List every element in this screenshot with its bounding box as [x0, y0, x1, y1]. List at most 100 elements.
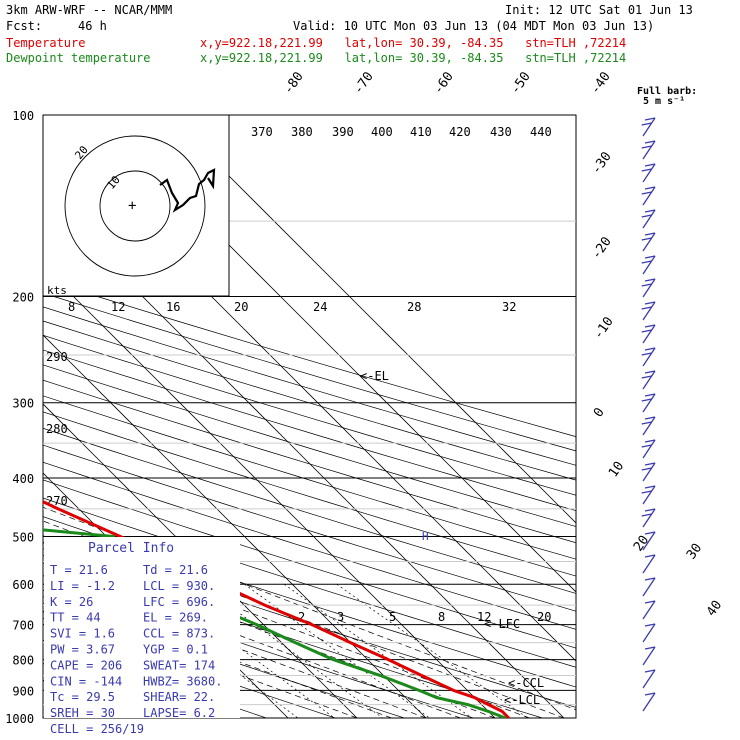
- mixing-ratio-top-label: 32: [502, 300, 516, 314]
- pressure-label: 600: [12, 578, 34, 592]
- wind-barb-flag: [644, 669, 656, 673]
- wind-barb-flag: [641, 260, 652, 264]
- wind-barb-staff: [642, 209, 656, 229]
- wind-barb-flag: [641, 513, 652, 517]
- parcel-info-panel: Parcel Info T = 21.6 Td = 21.6 LI = -1.2 LCL…: [44, 537, 240, 736]
- parcel-info-right-value: LFC = 696.: [143, 595, 215, 609]
- theta-label: 390: [332, 125, 354, 139]
- temperature-axis-label: -70: [351, 69, 377, 97]
- pressure-label: 200: [12, 291, 34, 305]
- wind-barb-flag: [644, 416, 656, 420]
- parcel-info-left-value: Tc = 29.5: [50, 690, 115, 704]
- wind-barb-staff: [642, 393, 656, 413]
- wind-barb-staff: [642, 600, 656, 620]
- parcel-info-right-value: EL = 269.: [143, 611, 208, 625]
- parcel-info-left-value: LI = -1.2: [50, 579, 115, 593]
- temperature-axis-label: -80: [281, 69, 307, 97]
- level-annotation: <-CCL: [508, 676, 544, 690]
- wind-barb-staff: [642, 255, 656, 275]
- hodograph-trace: [159, 168, 216, 213]
- temperature-axis-label: 10: [606, 459, 627, 480]
- wind-barb-flag: [644, 370, 656, 374]
- temperature-location: x,y=922.18,221.99 lat,lon= 30.39, -84.35…: [200, 36, 627, 50]
- wind-barb-staff: [642, 347, 656, 367]
- isotherm-line: [0, 115, 12, 718]
- mixing-ratio-top-label: 28: [407, 300, 421, 314]
- temperature-axis-label: 40: [704, 598, 725, 619]
- wind-barb-flag: [644, 554, 656, 558]
- parcel-info-right-value: CCL = 873.: [143, 627, 215, 641]
- parcel-info-right-value: Td = 21.6: [143, 563, 208, 577]
- theta-label: 420: [449, 125, 471, 139]
- temperature-label: Temperature: [6, 36, 86, 50]
- temperature-axis-label: -60: [431, 69, 457, 97]
- parcel-info-right-value: LCL = 930.: [143, 579, 215, 593]
- wind-barb-flag: [644, 255, 656, 259]
- wind-barb-staff: [642, 669, 656, 689]
- parcel-info-left-value: CAPE = 206: [50, 658, 122, 672]
- parcel-info-left-value: SVI = 1.6: [50, 627, 115, 641]
- pressure-label: 100: [12, 109, 34, 123]
- parcel-info-bg: [44, 537, 240, 718]
- model-title: 3km ARW-WRF -- NCAR/MMM: [6, 3, 173, 17]
- dewpoint-label: Dewpoint temperature: [6, 51, 151, 65]
- theta-label: 430: [490, 125, 512, 139]
- pressure-label: 1000: [5, 712, 34, 726]
- pressure-label: 800: [12, 654, 34, 668]
- wind-barb-flag: [641, 444, 652, 448]
- wind-barb-flag: [644, 485, 656, 489]
- dewpoint-profile-line: [43, 528, 506, 718]
- wind-barb-flag: [644, 209, 656, 213]
- wind-barb-flag: [644, 623, 656, 627]
- mixing-ratio-label: 5: [389, 610, 396, 624]
- temperature-axis-label: 0: [591, 405, 608, 420]
- level-annotation: <-LFC: [484, 617, 520, 631]
- wind-barb-flag: [644, 278, 656, 282]
- moist-adiabat-line: [43, 506, 576, 711]
- hodograph-center-marker: +: [128, 198, 136, 214]
- mixing-ratio-label: 2: [298, 610, 305, 624]
- level-annotation: <-LCL: [504, 693, 540, 707]
- mixing-ratio-label: 12: [477, 610, 491, 624]
- dewpoint-location: x,y=922.18,221.99 lat,lon= 30.39, -84.35…: [200, 51, 627, 65]
- wind-barb-flag: [641, 352, 652, 356]
- theta-label: 380: [291, 125, 313, 139]
- wind-barb-flag: [641, 145, 652, 149]
- wind-barb-flag: [641, 191, 652, 195]
- wind-barb-staff: [642, 370, 656, 390]
- wind-barb-staff: [642, 692, 656, 712]
- wind-barb-flag: [641, 398, 652, 402]
- wind-barb-flag: [644, 140, 656, 144]
- parcel-info-left-value: CIN = -144: [50, 674, 122, 688]
- wind-barb-staff: [642, 439, 656, 459]
- mixing-ratio-label: 8: [438, 610, 445, 624]
- wind-barb-flag: [641, 375, 652, 379]
- wind-barb-flag: [641, 237, 652, 241]
- mixing-ratio-label: 3: [337, 610, 344, 624]
- pressure-label: 700: [12, 619, 34, 633]
- wind-barb-flag: [641, 421, 652, 425]
- wind-barb-staff: [642, 531, 656, 551]
- wind-barb-staff: [642, 462, 656, 482]
- wind-barb-flag: [644, 600, 656, 604]
- wind-barb-flag: [644, 301, 656, 305]
- parcel-info-right-value: SHEAR= 22.: [143, 690, 215, 704]
- wind-barb-staff: [642, 324, 656, 344]
- mixing-ratio-top-label: 20: [234, 300, 248, 314]
- wind-barb-staff: [642, 416, 656, 436]
- wind-barb-flag: [644, 508, 656, 512]
- temperature-axis-label: -50: [508, 69, 534, 97]
- wind-barb-staff: [642, 186, 656, 206]
- wind-barb-flag: [644, 393, 656, 397]
- theta-label: 440: [530, 125, 552, 139]
- wind-barb-flag: [641, 329, 652, 333]
- moist-adiabat-line: [43, 520, 565, 718]
- hodograph-units-label: kts: [47, 284, 67, 297]
- wind-barb-flag: [644, 577, 656, 581]
- wind-barb-flag: [644, 117, 656, 121]
- moist-adiabat-line: [43, 576, 427, 718]
- forecast-hour: 46 h: [78, 19, 107, 33]
- mixing-ratio-top-label: 24: [313, 300, 327, 314]
- init-time: Init: 12 UTC Sat 01 Jun 13: [505, 3, 693, 17]
